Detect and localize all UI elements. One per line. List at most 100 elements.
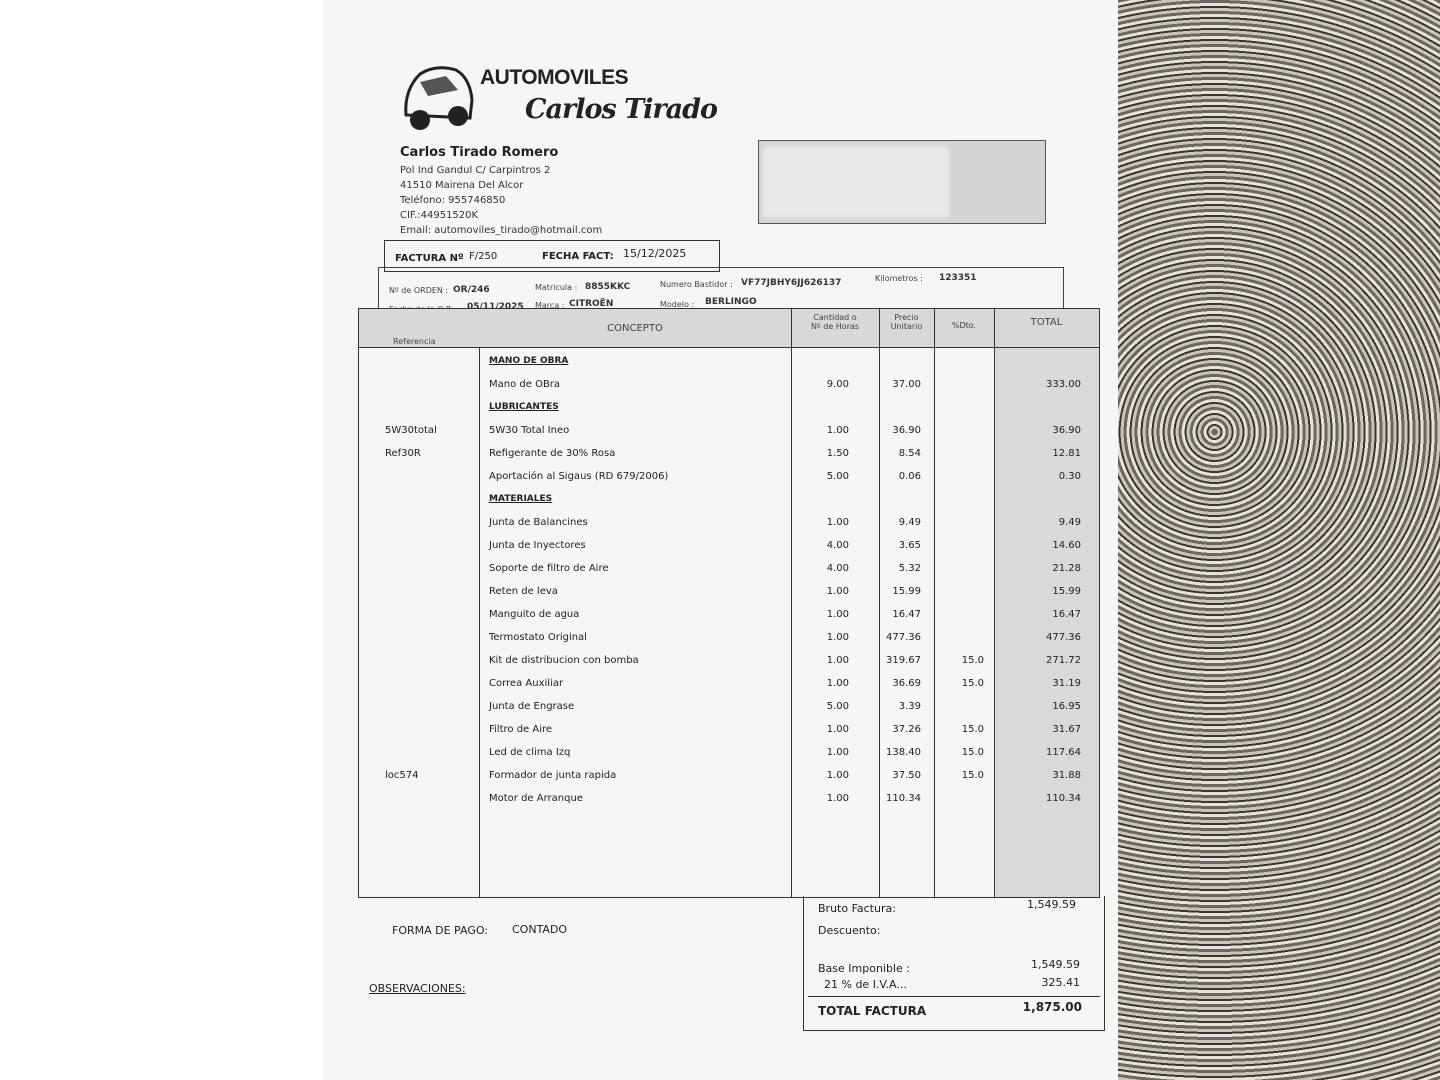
cell-total: 31.19 [1052, 678, 1081, 689]
cell-concepto: Mano de OBra [489, 379, 561, 390]
cell-concepto: Formador de junta rapida [489, 770, 617, 781]
col-precio-line1: Precio [894, 313, 919, 322]
col-cantidad: Cantidad o Nº de Horas [791, 313, 879, 331]
cell-cantidad: 1.50 [826, 448, 849, 459]
cell-precio: 3.65 [898, 540, 921, 551]
col-dto: %Dto. [951, 321, 977, 330]
cell-precio: 110.34 [886, 793, 921, 804]
section-header-row: MANO DE OBRA [359, 351, 1099, 374]
section-header-row: MATERIALES [359, 489, 1099, 512]
cell-precio: 319.67 [886, 655, 921, 666]
cell-precio: 37.00 [892, 379, 921, 390]
cell-total: 333.00 [1046, 379, 1081, 390]
col-cantidad-line2: Nº de Horas [810, 322, 860, 331]
cell-concepto: Junta de Inyectores [489, 540, 586, 551]
cell-total: 15.99 [1052, 586, 1081, 597]
cell-precio: 0.06 [898, 471, 921, 482]
payment-label: FORMA DE PAGO: [392, 924, 489, 937]
cell-concepto: Junta de Engrase [489, 701, 575, 712]
table-row: Correa Auxiliar 1.00 36.69 15.0 31.19 [359, 673, 1099, 696]
section-title: MATERIALES [489, 494, 553, 504]
table-row: 5W30total 5W30 Total Ineo 1.00 36.90 36.90 [359, 420, 1099, 443]
cell-dto: 15.0 [961, 747, 984, 758]
descuento-label: Descuento: [818, 924, 881, 937]
table-row: Motor de Arranque 1.00 110.34 110.34 [359, 788, 1099, 811]
cell-concepto: Aportación al Sigaus (RD 679/2006) [489, 471, 669, 482]
cell-concepto: Manguito de agua [489, 609, 580, 620]
company-city: 41510 Mairena Del Alcor [400, 180, 524, 191]
company-details: Pol Ind Gandul C/ Carpintros 2 41510 Mai… [400, 163, 602, 238]
iva-value: 325.41 [1041, 976, 1081, 989]
order-info: Nº de ORDEN : OR/246 Fecha de la O.R. : … [378, 267, 1064, 314]
matricula-label: Matricula : [535, 283, 578, 292]
cell-cantidad: 1.00 [826, 609, 849, 620]
company-cif: CIF.:44951520K [400, 210, 479, 221]
cell-dto: 15.0 [961, 678, 984, 689]
cell-precio: 477.36 [886, 632, 921, 643]
total-column-shade [994, 347, 1099, 897]
table-body: MANO DE OBRA Mano de OBra 9.00 37.00 333.00 L… [359, 351, 1099, 811]
table-row: Junta de Balancines 1.00 9.49 9.49 [359, 512, 1099, 535]
cell-cantidad: 4.00 [826, 540, 849, 551]
cell-concepto: Refigerante de 30% Rosa [489, 448, 616, 459]
client-box-redacted [758, 140, 1046, 224]
company-email: Email: automoviles_tirado@hotmail.com [400, 225, 603, 236]
cell-cantidad: 1.00 [826, 747, 849, 758]
cell-concepto: Junta de Balancines [489, 517, 588, 528]
invoice-date: 15/12/2025 [623, 247, 687, 260]
cell-precio: 37.26 [892, 724, 921, 735]
invoice-header-box: FACTURA Nº F/250 FECHA FACT: 15/12/2025 [384, 240, 720, 272]
section-header-row: LUBRICANTES [359, 397, 1099, 420]
col-cantidad-line1: Cantidad o [813, 313, 857, 322]
col-concepto: CONCEPTO [607, 323, 663, 334]
table-row: Soporte de filtro de Aire 4.00 5.32 21.28 [359, 558, 1099, 581]
company-phone: Teléfono: 955746850 [400, 195, 506, 206]
col-divider [479, 347, 480, 897]
table-header: Referencia CONCEPTO Cantidad o Nº de Hora… [359, 309, 1099, 348]
cell-total: 36.90 [1052, 425, 1081, 436]
col-divider [879, 309, 880, 897]
cell-dto: 15.0 [961, 655, 984, 666]
cell-concepto: Reten de leva [489, 586, 558, 597]
cell-total: 31.67 [1052, 724, 1081, 735]
brand-script: Carlos Tirado [525, 94, 718, 125]
table-row: Manguito de agua 1.00 16.47 16.47 [359, 604, 1099, 627]
cell-cantidad: 1.00 [826, 793, 849, 804]
cell-cantidad: 1.00 [826, 425, 849, 436]
payment-value: CONTADO [512, 923, 568, 936]
marca-value: CITROËN [569, 299, 614, 309]
bastidor-value: VF77JBHY6JJ626137 [741, 278, 842, 288]
iva-label: 21 % de I.V.A... [824, 978, 907, 991]
cell-cantidad: 4.00 [826, 563, 849, 574]
cell-total: 477.36 [1046, 632, 1081, 643]
cell-total: 0.30 [1058, 471, 1081, 482]
cell-referencia: Ref30R [385, 448, 421, 459]
cell-cantidad: 1.00 [826, 770, 849, 781]
cell-total: 117.64 [1046, 747, 1081, 758]
brand-title: AUTOMOVILES [480, 66, 629, 89]
cell-cantidad: 9.00 [826, 379, 849, 390]
table-row: Termostato Original 1.00 477.36 477.36 [359, 627, 1099, 650]
base-label: Base Imponible : [818, 962, 910, 975]
cell-precio: 36.69 [892, 678, 921, 689]
cell-total: 9.49 [1058, 517, 1081, 528]
table-row: Reten de leva 1.00 15.99 15.99 [359, 581, 1099, 604]
orden-label: Nº de ORDEN : [389, 286, 449, 295]
total-label: TOTAL FACTURA [818, 1004, 927, 1018]
cell-concepto: Termostato Original [489, 632, 587, 643]
cell-referencia: 5W30total [385, 425, 437, 436]
cell-total: 14.60 [1052, 540, 1081, 551]
invoice-number: F/250 [469, 251, 498, 262]
cell-concepto: 5W30 Total Ineo [489, 425, 570, 436]
bruto-value: 1,549.59 [1027, 898, 1076, 911]
km-value: 123351 [939, 273, 977, 283]
cell-cantidad: 1.00 [826, 655, 849, 666]
col-total: TOTAL [1030, 317, 1063, 328]
matricula-value: 8855KKC [585, 282, 631, 292]
cell-total: 110.34 [1046, 793, 1081, 804]
cell-precio: 15.99 [892, 586, 921, 597]
cell-concepto: Correa Auxiliar [489, 678, 564, 689]
cell-referencia: loc574 [385, 770, 419, 781]
line-items-table: Referencia CONCEPTO Cantidad o Nº de Hora… [358, 308, 1100, 898]
cell-total: 21.28 [1052, 563, 1081, 574]
